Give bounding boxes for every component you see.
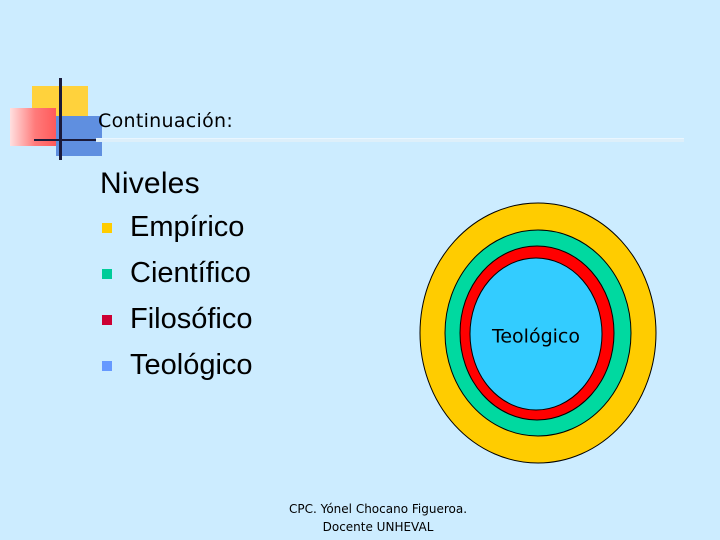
square-bullet-icon bbox=[102, 361, 112, 371]
title-divider bbox=[96, 138, 684, 142]
level-label: Científico bbox=[130, 257, 251, 289]
diagram-center-label: Teológico bbox=[491, 326, 580, 348]
footer-author: CPC. Yónel Chocano Figueroa. bbox=[288, 502, 468, 516]
square-bullet-icon bbox=[102, 223, 112, 233]
levels-list: Empírico Científico Filosófico Teológico bbox=[100, 204, 253, 388]
slide-title: Continuación: bbox=[98, 110, 234, 132]
level-label: Teológico bbox=[130, 349, 253, 381]
footer-role: Docente UNHEVAL bbox=[322, 520, 434, 534]
ring-inner bbox=[469, 257, 603, 411]
footer-credit: CPC. Yónel Chocano Figueroa. Docente UNH… bbox=[268, 500, 488, 536]
blue-square bbox=[56, 116, 102, 156]
level-item-empirico: Empírico bbox=[100, 204, 253, 250]
level-label: Empírico bbox=[130, 211, 245, 243]
square-bullet-icon bbox=[102, 269, 112, 279]
vertical-line bbox=[59, 78, 62, 160]
level-item-teologico: Teológico bbox=[100, 342, 253, 388]
corner-logo-decoration bbox=[0, 0, 120, 170]
level-label: Filosófico bbox=[130, 303, 253, 335]
levels-list-section: Niveles Empírico Científico Filosófico T… bbox=[100, 164, 253, 388]
levels-heading: Niveles bbox=[100, 167, 200, 200]
horizontal-line bbox=[34, 139, 120, 141]
square-bullet-icon bbox=[102, 315, 112, 325]
level-item-cientifico: Científico bbox=[100, 250, 253, 296]
level-item-filosofico: Filosófico bbox=[100, 296, 253, 342]
